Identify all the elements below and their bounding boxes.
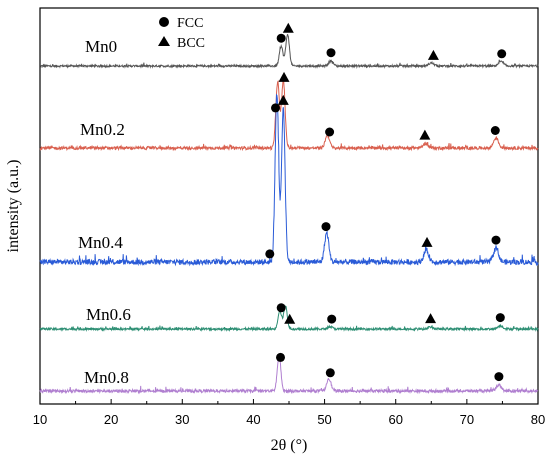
x-tick-label: 20 <box>104 412 118 427</box>
fcc-peak-marker <box>327 314 337 324</box>
fcc-peak-marker <box>265 249 275 259</box>
legend-fcc-label: FCC <box>177 16 203 31</box>
series-label: Mn0.4 <box>78 233 123 252</box>
x-tick-label: 10 <box>33 412 47 427</box>
series-label: Mn0.2 <box>80 120 125 139</box>
series-line-mn0-2 <box>39 79 539 152</box>
fcc-peak-marker <box>495 313 505 323</box>
series-label: Mn0 <box>85 37 117 56</box>
bcc-peak-marker <box>284 313 296 324</box>
series-label: Mn0.6 <box>86 305 131 324</box>
fcc-peak-marker <box>276 303 286 313</box>
bcc-peak-marker <box>419 129 431 140</box>
series-line-mn0-6 <box>39 305 539 332</box>
fcc-peak-marker <box>490 126 500 135</box>
x-tick-label: 50 <box>317 412 331 427</box>
legend-bcc-label: BCC <box>177 36 205 51</box>
bcc-peak-marker <box>421 236 433 247</box>
legend: FCC BCC <box>158 16 205 51</box>
fcc-peak-marker <box>325 368 335 378</box>
marker-layer <box>265 22 507 382</box>
x-tick-label: 70 <box>460 412 474 427</box>
fcc-peak-marker <box>326 48 336 58</box>
series-label: Mn0.8 <box>84 368 129 387</box>
bcc-peak-marker <box>278 71 290 82</box>
x-tick-label: 30 <box>175 412 189 427</box>
series-label-layer: Mn0 Mn0.2 Mn0.4 Mn0.6 Mn0.8 <box>78 37 131 387</box>
bcc-peak-marker <box>282 22 294 33</box>
fcc-peak-marker <box>271 103 280 113</box>
series-line-mn0 <box>40 34 539 69</box>
fcc-peak-marker <box>276 352 285 362</box>
x-tick-label: 60 <box>388 412 402 427</box>
bcc-peak-marker <box>427 49 439 60</box>
bcc-peak-marker <box>425 313 437 324</box>
x-tick-label: 80 <box>531 412 545 427</box>
x-tick-label: 40 <box>246 412 260 427</box>
series-layer <box>39 34 539 395</box>
fcc-peak-marker <box>325 127 335 137</box>
fcc-peak-marker <box>276 33 286 43</box>
x-axis-ticks: 10 20 30 40 50 60 70 80 <box>33 399 545 427</box>
fcc-peak-marker <box>497 49 507 59</box>
fcc-peak-marker <box>494 372 504 382</box>
bcc-peak-marker <box>277 94 289 105</box>
fcc-peak-marker <box>321 222 331 232</box>
plot-frame <box>39 7 539 405</box>
series-line-mn0-8 <box>39 354 539 395</box>
x-axis-title: 2θ (°) <box>271 437 308 454</box>
legend-fcc-marker <box>159 17 169 27</box>
legend-bcc-marker <box>158 36 170 46</box>
fcc-peak-marker <box>491 235 501 245</box>
series-line-mn0-4 <box>39 93 539 267</box>
y-axis-title: intensity (a.u.) <box>5 160 22 253</box>
